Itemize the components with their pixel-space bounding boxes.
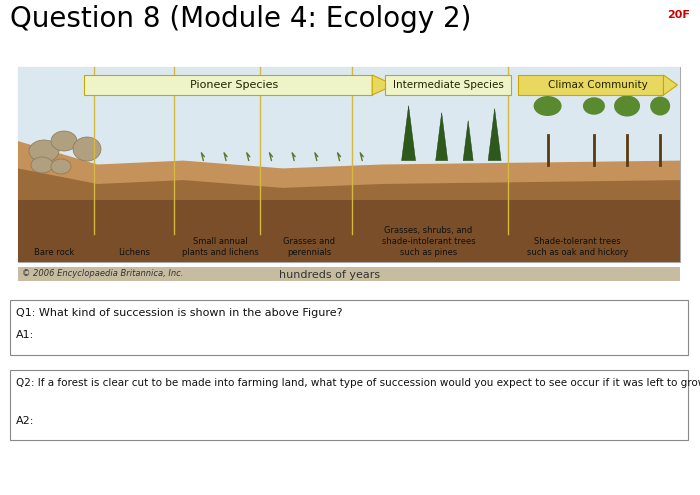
Text: Grasses, shrubs, and
shade-intolerant trees
such as pines: Grasses, shrubs, and shade-intolerant tr… <box>382 226 475 257</box>
Polygon shape <box>488 108 501 160</box>
Polygon shape <box>664 75 678 95</box>
Text: Q1: What kind of succession is shown in the above Figure?: Q1: What kind of succession is shown in … <box>16 308 342 318</box>
Bar <box>386 75 511 95</box>
Ellipse shape <box>614 96 640 116</box>
Text: A2:: A2: <box>16 416 34 426</box>
Text: 20F: 20F <box>667 10 690 20</box>
Polygon shape <box>18 168 680 262</box>
Ellipse shape <box>51 131 77 151</box>
Ellipse shape <box>533 96 561 116</box>
Text: A1:: A1: <box>16 330 34 340</box>
Text: Question 8 (Module 4: Ecology 2): Question 8 (Module 4: Ecology 2) <box>10 5 471 33</box>
Polygon shape <box>18 141 680 262</box>
Bar <box>10 370 688 440</box>
Polygon shape <box>463 121 473 160</box>
Bar <box>84 75 372 95</box>
Text: Shade-tolerant trees
such as oak and hickory: Shade-tolerant trees such as oak and hic… <box>526 237 628 257</box>
Bar <box>518 75 664 95</box>
Text: Pioneer Species: Pioneer Species <box>190 80 279 90</box>
Ellipse shape <box>31 157 53 173</box>
Bar <box>10 300 688 355</box>
Polygon shape <box>402 105 416 160</box>
Ellipse shape <box>650 97 670 115</box>
Polygon shape <box>18 199 680 262</box>
Polygon shape <box>435 112 448 160</box>
Ellipse shape <box>51 159 71 174</box>
Polygon shape <box>372 75 394 95</box>
Bar <box>18 67 680 262</box>
Text: Q2: If a forest is clear cut to be made into farming land, what type of successi: Q2: If a forest is clear cut to be made … <box>16 378 700 388</box>
Ellipse shape <box>29 140 59 162</box>
Text: Climax Community: Climax Community <box>548 80 648 90</box>
Text: Grasses and
perennials: Grasses and perennials <box>284 237 335 257</box>
Ellipse shape <box>583 97 605 115</box>
Bar <box>18 267 680 281</box>
Text: Intermediate Species: Intermediate Species <box>393 80 504 90</box>
Bar <box>18 67 680 168</box>
Ellipse shape <box>73 137 101 161</box>
Text: © 2006 Encyclopaedia Britannica, Inc.: © 2006 Encyclopaedia Britannica, Inc. <box>22 269 183 279</box>
Text: hundreds of years: hundreds of years <box>279 270 379 280</box>
Text: Bare rock: Bare rock <box>34 248 74 257</box>
Text: Lichens: Lichens <box>118 248 150 257</box>
Text: Small annual
plants and lichens: Small annual plants and lichens <box>181 237 258 257</box>
